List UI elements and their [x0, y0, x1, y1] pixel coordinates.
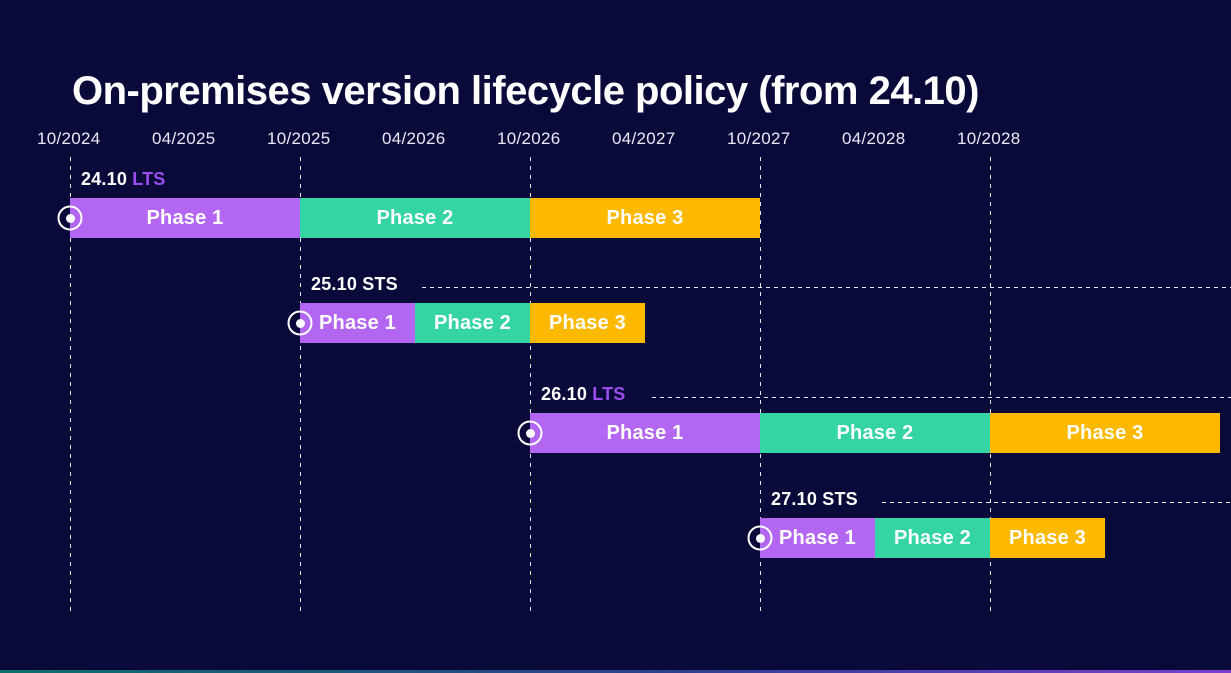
phase-segment-label: Phase 1 [606, 421, 684, 444]
phase-segment-label: Phase 3 [548, 311, 626, 334]
phase-segment-label: Phase 1 [146, 206, 224, 229]
phase-segment-label: Phase 2 [433, 311, 511, 334]
axis-tick-label-10-2026: 10/2026 [496, 129, 561, 148]
axis-tick-label-04-2028: 04/2028 [841, 129, 906, 148]
axis-tick-label-04-2026: 04/2026 [381, 129, 446, 148]
release-label-25.10: 25.10 STS [311, 274, 398, 295]
phase-segment-24.10-phase-1: Phase 1 [70, 198, 300, 238]
phase-segment-25.10-phase-3: Phase 3 [530, 303, 645, 343]
release-label-24.10: 24.10 LTS [81, 169, 166, 190]
phase-segment-label: Phase 2 [893, 526, 971, 549]
vertical-gridline-10-2025 [300, 157, 301, 612]
phase-segment-26.10-phase-2: Phase 2 [760, 413, 990, 453]
release-label-26.10: 26.10 LTS [541, 384, 626, 405]
release-start-marker-icon [747, 525, 773, 551]
axis-tick-label-04-2025: 04/2025 [151, 129, 216, 148]
phase-segment-25.10-phase-1: Phase 1 [300, 303, 415, 343]
bottom-accent-strip [0, 670, 1231, 673]
release-start-marker-icon [287, 310, 313, 336]
axis-tick-label-10-2025: 10/2025 [266, 129, 331, 148]
vertical-gridline-10-2024 [70, 157, 71, 612]
phase-segment-26.10-phase-3: Phase 3 [990, 413, 1220, 453]
axis-tick-label-10-2027: 10/2027 [726, 129, 791, 148]
phase-segment-25.10-phase-2: Phase 2 [415, 303, 530, 343]
release-start-marker-icon [517, 420, 543, 446]
release-version: 24.10 [81, 169, 133, 189]
phase-segment-26.10-phase-1: Phase 1 [530, 413, 760, 453]
release-version: 27.10 [771, 489, 823, 509]
release-start-marker-icon [57, 205, 83, 231]
axis-tick-label-10-2024: 10/2024 [36, 129, 101, 148]
axis-tick-label-04-2027: 04/2027 [611, 129, 676, 148]
phase-segment-27.10-phase-2: Phase 2 [875, 518, 990, 558]
label-leader-dashed-line [882, 502, 1231, 503]
release-channel-badge: LTS [592, 384, 626, 404]
release-channel-badge: STS [362, 274, 398, 294]
vertical-gridline-10-2026 [530, 157, 531, 612]
phase-segment-27.10-phase-1: Phase 1 [760, 518, 875, 558]
axis-tick-label-10-2028: 10/2028 [956, 129, 1021, 148]
phase-segment-label: Phase 3 [1008, 526, 1086, 549]
phase-segment-label: Phase 1 [778, 526, 856, 549]
phase-segment-label: Phase 3 [606, 206, 684, 229]
phase-segment-24.10-phase-3: Phase 3 [530, 198, 760, 238]
release-channel-badge: STS [822, 489, 858, 509]
phase-segment-24.10-phase-2: Phase 2 [300, 198, 530, 238]
phase-segment-27.10-phase-3: Phase 3 [990, 518, 1105, 558]
label-leader-dashed-line [652, 397, 1231, 398]
vertical-gridline-10-2028 [990, 157, 991, 612]
release-channel-badge: LTS [132, 169, 166, 189]
label-leader-dashed-line [422, 287, 1231, 288]
vertical-gridline-10-2027 [760, 157, 761, 612]
page-title: On-premises version lifecycle policy (fr… [72, 68, 979, 113]
phase-segment-label: Phase 2 [376, 206, 454, 229]
phase-segment-label: Phase 1 [318, 311, 396, 334]
release-version: 25.10 [311, 274, 363, 294]
release-label-27.10: 27.10 STS [771, 489, 858, 510]
phase-segment-label: Phase 3 [1066, 421, 1144, 444]
phase-segment-label: Phase 2 [836, 421, 914, 444]
release-version: 26.10 [541, 384, 593, 404]
